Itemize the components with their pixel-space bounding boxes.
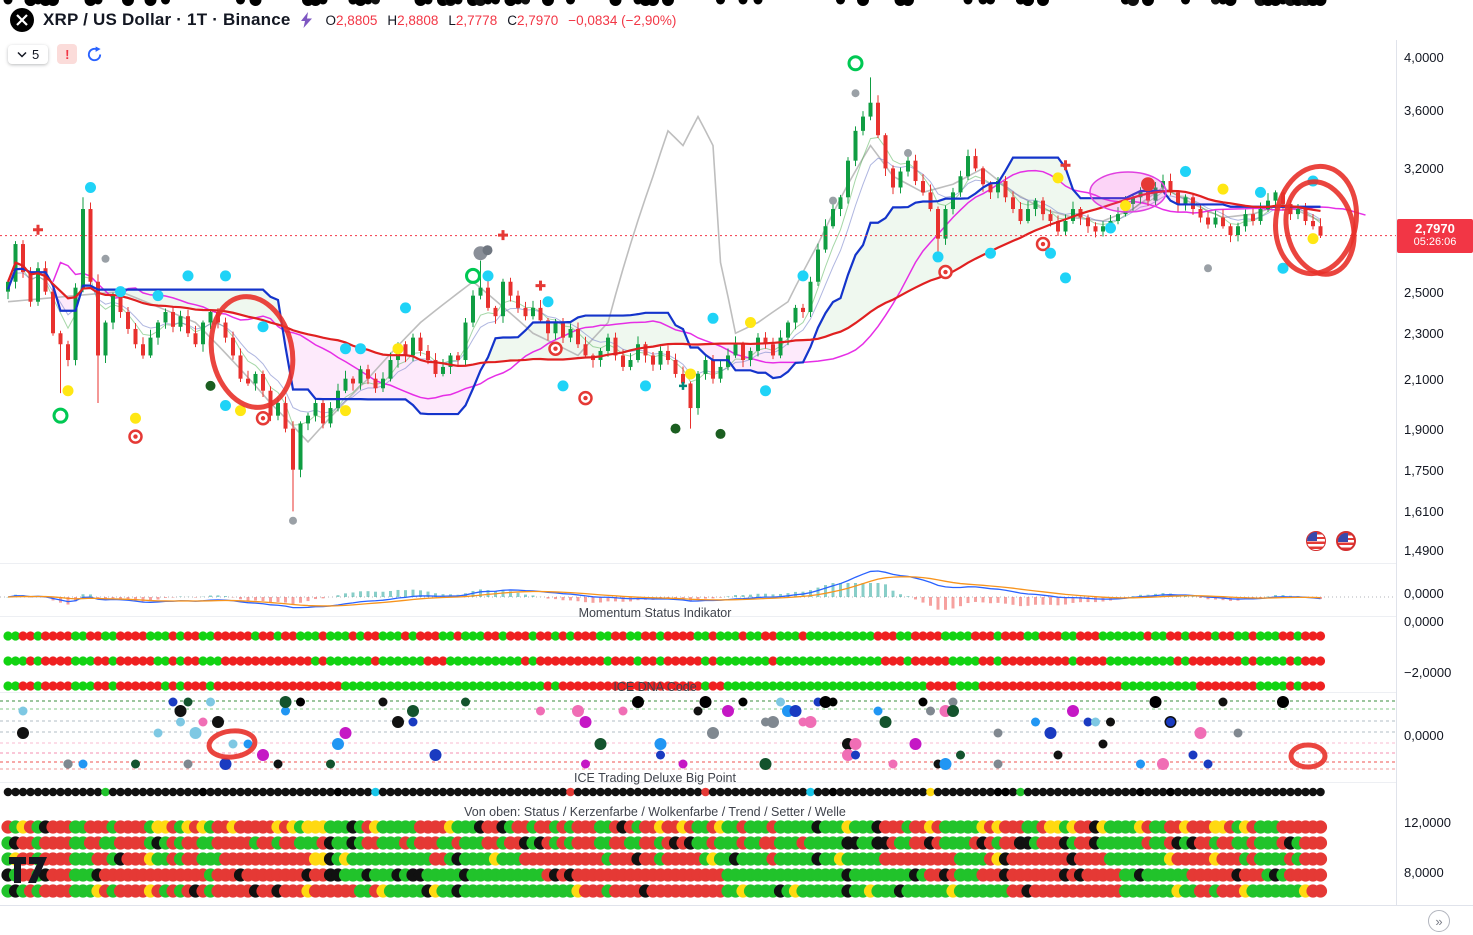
ohlc-values: O2,8805 H2,8808 L2,7778 C2,7970 −0,0834 … (326, 13, 677, 28)
us-flag-icon[interactable] (1306, 531, 1326, 551)
price-tick-label: 2,5000 (1404, 284, 1444, 300)
legend-caption: Von oben: Status / Kerzenfarbe / Wolkenf… (464, 805, 846, 819)
ma-lines (6, 156, 1321, 416)
status-dot-row (3, 787, 1325, 797)
symbol-header: XRP / US Dollar · 1T · Binance O2,8805 H… (10, 8, 676, 32)
price-tick-label: −2,0000 (1404, 665, 1452, 680)
price-tick-label: 3,6000 (1404, 102, 1444, 118)
us-flag-icon[interactable] (1336, 531, 1356, 551)
bigpoint-panel-title: ICE Trading Deluxe Big Point (574, 771, 736, 785)
price-tick-label: 0,0000 (1404, 586, 1444, 601)
dna-panel-dots (3, 631, 1326, 691)
price-axis-separator (1396, 40, 1397, 935)
overlay-lines (7, 114, 1366, 444)
open-value: O2,8805 (325, 12, 378, 28)
refresh-button[interactable] (86, 45, 103, 63)
indicator-count-label: 5 (32, 46, 40, 62)
bar-countdown: 05:26:06 (1413, 235, 1457, 248)
dna-panel-title: ICE DNA Code (613, 680, 697, 694)
refresh-icon (88, 45, 102, 61)
go-to-realtime-button[interactable]: » (1428, 910, 1450, 932)
price-tick-label: 3,2000 (1404, 161, 1444, 177)
tradingview-logo[interactable] (8, 854, 54, 891)
pane-separator[interactable] (0, 563, 1396, 564)
price-tick-label: 1,9000 (1404, 421, 1444, 437)
bottom-dot-rows (1, 820, 1328, 898)
symbol-logo-icon[interactable] (10, 8, 34, 32)
alert-badge[interactable]: ! (57, 44, 78, 64)
price-tick-label: 0,0000 (1404, 728, 1444, 743)
pane-separator[interactable] (0, 616, 1396, 617)
momentum-panel-title: Momentum Status Indikator (578, 606, 732, 620)
price-tick-label: 2,1000 (1404, 371, 1444, 387)
chart-toolbar: 5 ! (8, 44, 103, 64)
close-value: C2,7970 (507, 12, 559, 28)
flag-canton (1338, 533, 1348, 542)
pane-separator[interactable] (0, 692, 1396, 693)
flash-share-icon[interactable] (300, 12, 313, 28)
change-value: −0,0834 (−2,90%) (568, 12, 677, 28)
low-value: L2,7778 (448, 12, 498, 28)
pane-separator[interactable] (0, 782, 1396, 783)
symbol-title[interactable]: XRP / US Dollar · 1T · Binance (43, 10, 291, 29)
price-tick-label: 1,7500 (1404, 462, 1444, 478)
price-tick-label: 12,0000 (1404, 815, 1451, 830)
indicator-count-chip[interactable]: 5 (8, 44, 49, 64)
price-tick-label: 1,6100 (1404, 504, 1444, 520)
current-price-label: 2,7970 (1415, 220, 1455, 236)
x-glyph-icon (16, 14, 28, 26)
price-tick-label: 2,3000 (1404, 326, 1444, 342)
bigpoint-panel (0, 0, 1396, 770)
momentum-panel (0, 570, 1396, 610)
price-tick-label: 4,0000 (1404, 50, 1444, 65)
price-tick-label: 1,4900 (1404, 543, 1444, 558)
price-tick-label: 8,0000 (1404, 865, 1444, 880)
signal-markers (33, 55, 1319, 525)
drawing-annotations[interactable] (201, 160, 1365, 770)
time-axis[interactable]: MrzAprMaiJunJulAugSepOkt (0, 905, 1473, 935)
chevron-down-icon (17, 51, 27, 58)
current-price-badge: 2,7970 05:26:06 (1397, 218, 1473, 253)
price-tick-label: 0,0000 (1404, 614, 1444, 629)
flag-canton (1307, 532, 1317, 541)
high-value: H2,8808 (387, 12, 439, 28)
